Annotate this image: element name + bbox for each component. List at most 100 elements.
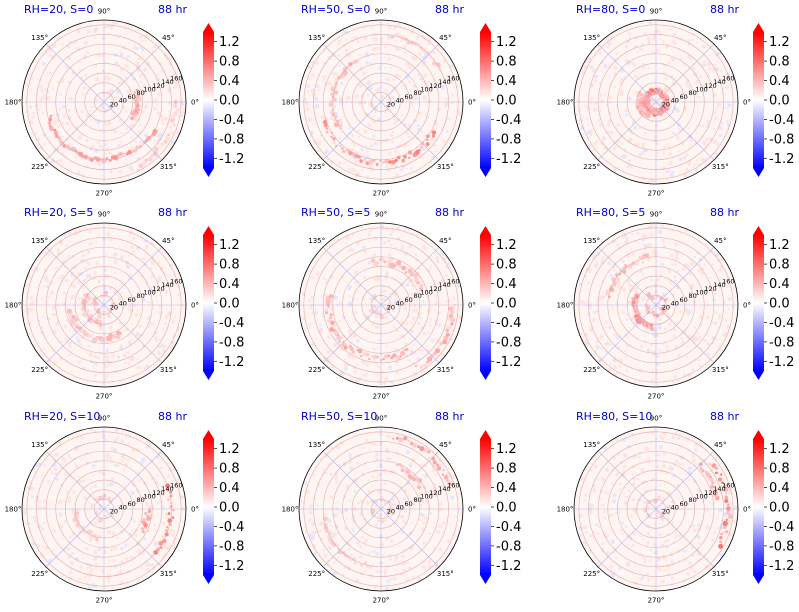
field-speck [128, 65, 131, 67]
field-speck [690, 262, 695, 266]
field-speck [43, 347, 46, 350]
field-speck [160, 69, 164, 73]
field-speck [658, 37, 660, 40]
angle-tick-label: 135° [583, 441, 600, 449]
field-speck [348, 305, 350, 308]
field-speck [352, 321, 355, 323]
field-speck [383, 552, 386, 556]
field-speck [157, 261, 161, 264]
field-speck [124, 457, 127, 460]
field-band-speck [173, 110, 179, 116]
field-speck [81, 90, 84, 93]
field-speck [648, 21, 653, 25]
field-speck [644, 459, 646, 462]
field-core-speck [94, 97, 99, 102]
field-speck [668, 322, 672, 326]
field-speck [136, 358, 139, 361]
field-speck [633, 44, 638, 49]
field-speck [395, 360, 399, 364]
field-speck [105, 348, 110, 352]
field-speck [57, 440, 62, 446]
field-band-speck [332, 137, 336, 141]
field-core-speck [108, 89, 113, 95]
field-speck [371, 21, 374, 24]
field-speck [612, 268, 616, 272]
field-speck [639, 269, 643, 273]
field-speck [108, 304, 111, 308]
field-speck [68, 329, 71, 332]
field-speck [367, 123, 372, 128]
field-band-speck [384, 354, 389, 359]
field-band-speck [339, 74, 345, 79]
field-speck [106, 573, 111, 578]
colorbar-tick-label: -1.2 [219, 152, 244, 167]
field-speck [63, 499, 66, 503]
field-speck [349, 499, 352, 502]
field-speck [352, 297, 356, 301]
field-speck [101, 432, 104, 435]
field-speck [177, 328, 181, 332]
field-speck [623, 240, 628, 245]
angle-tick-label: 135° [308, 441, 325, 449]
field-core-speck [651, 310, 655, 314]
field-speck [437, 323, 441, 327]
field-speck [120, 460, 124, 463]
field-speck [79, 61, 81, 64]
field-speck [72, 284, 77, 289]
field-speck [309, 504, 314, 509]
field-speck [413, 96, 418, 101]
colorbar-tick-label: -0.4 [219, 113, 244, 128]
field-speck [618, 364, 622, 368]
field-speck [97, 356, 101, 360]
colorbar-extend-max [753, 430, 764, 439]
field-speck [51, 350, 54, 353]
field-speck [412, 303, 417, 308]
field-speck [50, 281, 54, 285]
field-speck [145, 39, 147, 42]
angle-tick-label: 180° [282, 99, 299, 107]
field-speck [642, 537, 645, 540]
field-speck [714, 111, 717, 114]
field-speck [416, 357, 421, 362]
radial-tick-label: 60 [680, 296, 688, 304]
field-speck [130, 555, 133, 558]
field-speck [347, 167, 352, 171]
field-speck [52, 114, 55, 117]
field-speck [93, 271, 97, 275]
field-speck [667, 305, 670, 309]
field-speck [360, 502, 363, 504]
radial-tick-label: 100 [143, 86, 155, 94]
angular-gridline [322, 508, 382, 568]
field-core-speck [102, 493, 107, 499]
field-speck [691, 569, 693, 571]
field-speck [416, 321, 421, 326]
field-speck [373, 319, 376, 322]
field-speck [67, 499, 72, 504]
field-speck [94, 65, 97, 68]
field-speck [134, 521, 137, 524]
field-speck [56, 248, 60, 252]
field-speck [398, 74, 402, 78]
field-speck [39, 84, 44, 89]
field-speck [677, 353, 681, 357]
field-speck [395, 69, 398, 72]
field-speck [442, 499, 445, 501]
field-speck [37, 462, 42, 467]
radial-tick-label: 60 [128, 296, 136, 304]
field-speck [421, 527, 425, 532]
field-band-speck [409, 441, 414, 446]
field-speck [727, 296, 732, 301]
field-speck [80, 360, 83, 363]
field-speck [147, 301, 150, 303]
field-speck [99, 329, 102, 332]
field-speck [357, 244, 360, 247]
field-speck [640, 535, 643, 538]
field-band-speck [147, 156, 153, 162]
field-speck [124, 564, 127, 567]
field-speck [45, 75, 48, 78]
field-speck [77, 280, 82, 285]
field-speck [592, 484, 596, 488]
field-speck [364, 87, 367, 90]
field-band-speck [722, 520, 728, 527]
field-speck [134, 250, 136, 252]
